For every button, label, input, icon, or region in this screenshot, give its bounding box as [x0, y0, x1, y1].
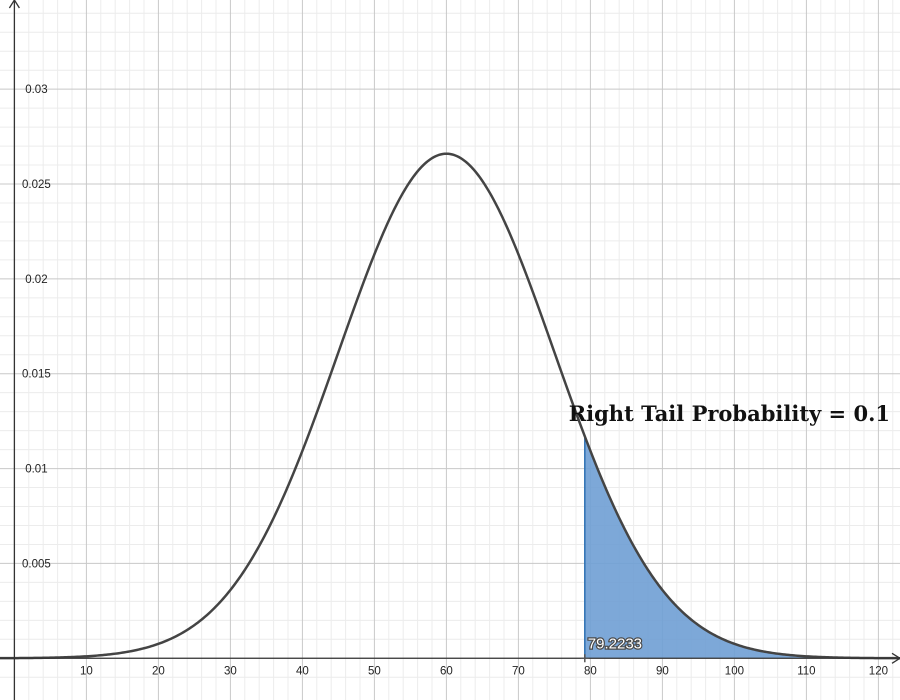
cutoff-point-marker[interactable]: [580, 654, 589, 663]
x-tick-label: 120: [869, 665, 888, 677]
cutoff-value-label: 79.2233: [588, 635, 642, 652]
y-tick-label: 0.01: [25, 464, 47, 476]
x-tick-labels: 10 20 30 40 50 60 70 80 90 100 110 120: [80, 665, 888, 677]
x-tick-label: 110: [797, 665, 815, 677]
x-tick-label: 70: [512, 665, 525, 677]
x-tick-label: 90: [656, 665, 669, 677]
y-tick-labels: 0.005 0.01 0.015 0.02 0.025 0.03: [22, 84, 51, 570]
right-tail-area: [584, 436, 900, 659]
y-tick-label: 0.03: [25, 84, 47, 96]
x-tick-label: 100: [725, 665, 744, 677]
x-tick-label: 50: [368, 665, 381, 677]
right-tail-probability-annotation: Right Tail Probability = 0.1: [569, 401, 890, 426]
y-tick-label: 0.02: [25, 274, 47, 286]
y-axis-arrow: [8, 0, 20, 9]
x-tick-label: 60: [440, 665, 453, 677]
x-tick-label: 80: [584, 665, 597, 677]
y-tick-label: 0.005: [22, 558, 51, 570]
x-tick-label: 30: [224, 665, 237, 677]
x-axis-arrow: [891, 652, 900, 664]
y-tick-label: 0.025: [22, 179, 51, 191]
density-curve: [0, 152, 900, 660]
x-tick-label: 10: [80, 665, 93, 677]
y-tick-label: 0.015: [22, 369, 51, 381]
x-tick-label: 40: [296, 665, 309, 677]
x-tick-label: 20: [152, 665, 165, 677]
